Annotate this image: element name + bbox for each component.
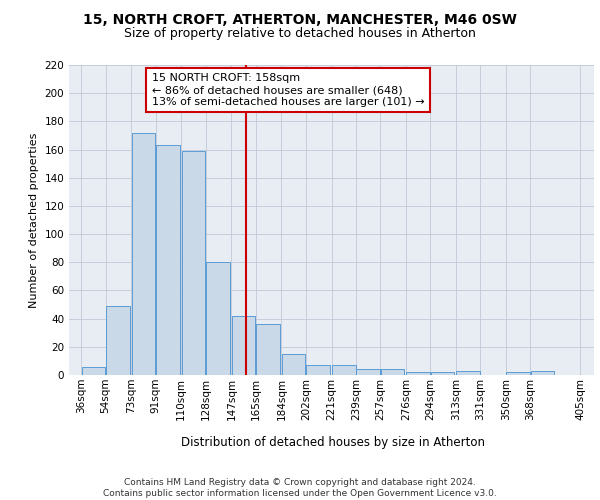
- Bar: [380, 370, 404, 375]
- Bar: [82, 366, 105, 375]
- Bar: [356, 370, 380, 375]
- Bar: [206, 262, 230, 375]
- Bar: [156, 146, 179, 375]
- Bar: [332, 365, 356, 375]
- Bar: [282, 354, 305, 375]
- Text: Contains HM Land Registry data © Crown copyright and database right 2024.
Contai: Contains HM Land Registry data © Crown c…: [103, 478, 497, 498]
- Bar: [431, 372, 454, 375]
- Bar: [457, 371, 480, 375]
- Bar: [232, 316, 256, 375]
- Text: 15, NORTH CROFT, ATHERTON, MANCHESTER, M46 0SW: 15, NORTH CROFT, ATHERTON, MANCHESTER, M…: [83, 12, 517, 26]
- Bar: [531, 371, 554, 375]
- Bar: [106, 306, 130, 375]
- Bar: [182, 151, 205, 375]
- Y-axis label: Number of detached properties: Number of detached properties: [29, 132, 39, 308]
- Bar: [506, 372, 530, 375]
- Text: Size of property relative to detached houses in Atherton: Size of property relative to detached ho…: [124, 28, 476, 40]
- Text: 15 NORTH CROFT: 158sqm
← 86% of detached houses are smaller (648)
13% of semi-de: 15 NORTH CROFT: 158sqm ← 86% of detached…: [152, 74, 424, 106]
- Bar: [306, 365, 330, 375]
- Bar: [131, 132, 155, 375]
- Bar: [256, 324, 280, 375]
- Bar: [406, 372, 430, 375]
- Text: Distribution of detached houses by size in Atherton: Distribution of detached houses by size …: [181, 436, 485, 449]
